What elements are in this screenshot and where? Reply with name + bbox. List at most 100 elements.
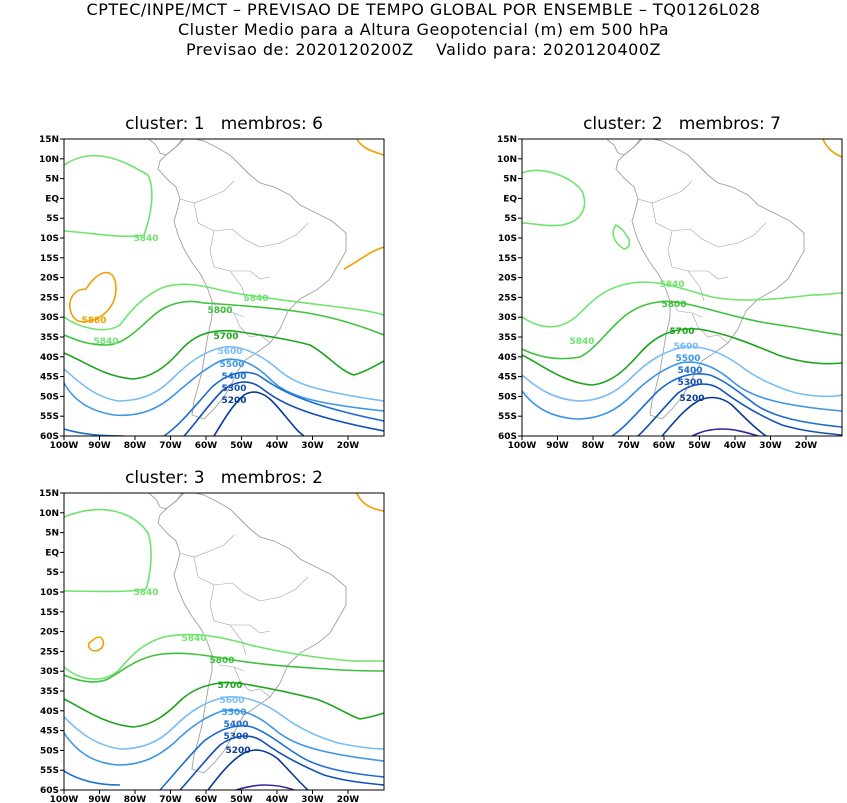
lat-tick-label: 55S	[40, 766, 59, 776]
country-border	[230, 624, 271, 634]
lon-tick-label: 30W	[301, 795, 324, 803]
contour-label-5500: 5500	[221, 708, 246, 718]
contour-line-5880	[343, 246, 384, 270]
contour-line-5840	[522, 281, 842, 328]
country-border	[209, 584, 247, 656]
contour-label-5300: 5300	[677, 378, 702, 388]
lon-tick-label: 30W	[759, 441, 782, 451]
lon-tick-label: 40W	[266, 441, 289, 451]
contour-line-5800	[64, 652, 384, 683]
lon-tick-label: 50W	[230, 795, 253, 803]
lat-tick-label: EQ	[45, 548, 59, 558]
country-border	[691, 312, 729, 344]
contour-label-5600: 5600	[219, 696, 244, 706]
contour-label-5840a: 5840	[133, 234, 158, 244]
contour-label-5400: 5400	[223, 720, 248, 730]
country-border	[211, 654, 245, 672]
contour-label-5400: 5400	[677, 366, 702, 376]
lat-tick-label: 60S	[498, 432, 517, 442]
south-america-coastline	[157, 493, 347, 774]
lon-tick-label: 40W	[724, 441, 747, 451]
lon-tick-label: 90W	[88, 441, 111, 451]
lon-tick-label: 70W	[159, 795, 182, 803]
lon-tick-label: 60W	[195, 795, 218, 803]
contour-label-5840a: 5840	[133, 588, 158, 598]
country-border	[211, 300, 245, 318]
country-border	[179, 534, 235, 558]
contour-line-5200	[207, 749, 309, 790]
lon-tick-label: 90W	[88, 795, 111, 803]
contour-line-5200	[661, 396, 767, 436]
lat-tick-label: 10S	[40, 234, 59, 244]
contour-line-5300	[179, 735, 384, 790]
lat-tick-label: 35S	[40, 687, 59, 697]
contour-label-5500: 5500	[219, 360, 244, 370]
contour-line-5800	[64, 300, 384, 346]
lon-tick-label: 60W	[195, 441, 218, 451]
south-america-coastline	[157, 139, 347, 420]
lon-tick-label: 70W	[617, 441, 640, 451]
lat-tick-label: 10S	[498, 234, 517, 244]
map-frame	[63, 138, 385, 437]
contour-label-5200: 5200	[221, 396, 246, 406]
lon-tick-label: 80W	[582, 441, 605, 451]
contour-line-5300	[183, 381, 384, 436]
contour-line-5200	[213, 391, 305, 436]
contour-line-5600	[522, 345, 842, 402]
contour-line-5840	[64, 508, 152, 593]
lat-tick-label: 45S	[40, 373, 59, 383]
contour-label-5800: 5800	[209, 656, 234, 666]
contour-label-5840c: 5840	[93, 337, 118, 347]
lat-tick-label: 45S	[498, 373, 517, 383]
lon-tick-label: 100W	[50, 795, 79, 803]
contour-label-5840b: 5840	[569, 337, 594, 347]
lat-tick-label: 15N	[39, 489, 59, 499]
contour-line-5500	[64, 709, 384, 766]
country-border	[667, 230, 705, 302]
contour-line-5880	[355, 493, 384, 512]
country-border	[637, 180, 693, 204]
contour-line-5880	[87, 636, 105, 652]
contour-label-5840a: 5840	[659, 280, 684, 290]
country-border	[688, 270, 729, 280]
lat-tick-label: 35S	[498, 333, 517, 343]
central-america-coastline	[147, 139, 183, 156]
lat-tick-label: 55S	[40, 412, 59, 422]
country-border	[259, 576, 309, 602]
lat-tick-label: 30S	[498, 313, 517, 323]
lon-tick-label: 80W	[124, 441, 147, 451]
contour-label-5880: 5880	[81, 316, 106, 326]
contour-line-5500	[64, 358, 384, 417]
contour-label-5800: 5800	[207, 306, 232, 316]
contour-line-5700	[64, 329, 384, 380]
contour-line-5840	[64, 633, 384, 680]
contour-label-5200: 5200	[679, 394, 704, 404]
panel-3-title: cluster: 3 membros: 2	[125, 468, 323, 488]
lon-tick-label: 40W	[266, 795, 289, 803]
lat-tick-label: 50S	[498, 392, 517, 402]
lat-tick-label: 60S	[40, 786, 59, 796]
lon-tick-label: 100W	[508, 441, 537, 451]
contour-label-5400: 5400	[221, 372, 246, 382]
lat-tick-label: EQ	[45, 194, 59, 204]
lat-tick-label: 15S	[40, 608, 59, 618]
country-border	[239, 518, 275, 542]
country-border	[209, 230, 247, 302]
country-border	[697, 164, 733, 188]
lat-tick-label: 45S	[40, 727, 59, 737]
central-america-coastline	[147, 493, 183, 510]
lat-tick-label: 10N	[39, 509, 59, 519]
contour-line-5840	[522, 169, 586, 227]
lat-tick-label: 50S	[40, 746, 59, 756]
lat-tick-label: 40S	[498, 353, 517, 363]
lat-tick-label: 30S	[40, 313, 59, 323]
lat-tick-label: 15N	[497, 135, 517, 145]
contour-line-5700	[522, 327, 842, 386]
contour-line-5600	[64, 346, 384, 402]
contour-line-5840	[64, 283, 384, 331]
lon-tick-label: 70W	[159, 441, 182, 451]
lon-tick-label: 60W	[653, 441, 676, 451]
lon-tick-label: 100W	[50, 441, 79, 451]
